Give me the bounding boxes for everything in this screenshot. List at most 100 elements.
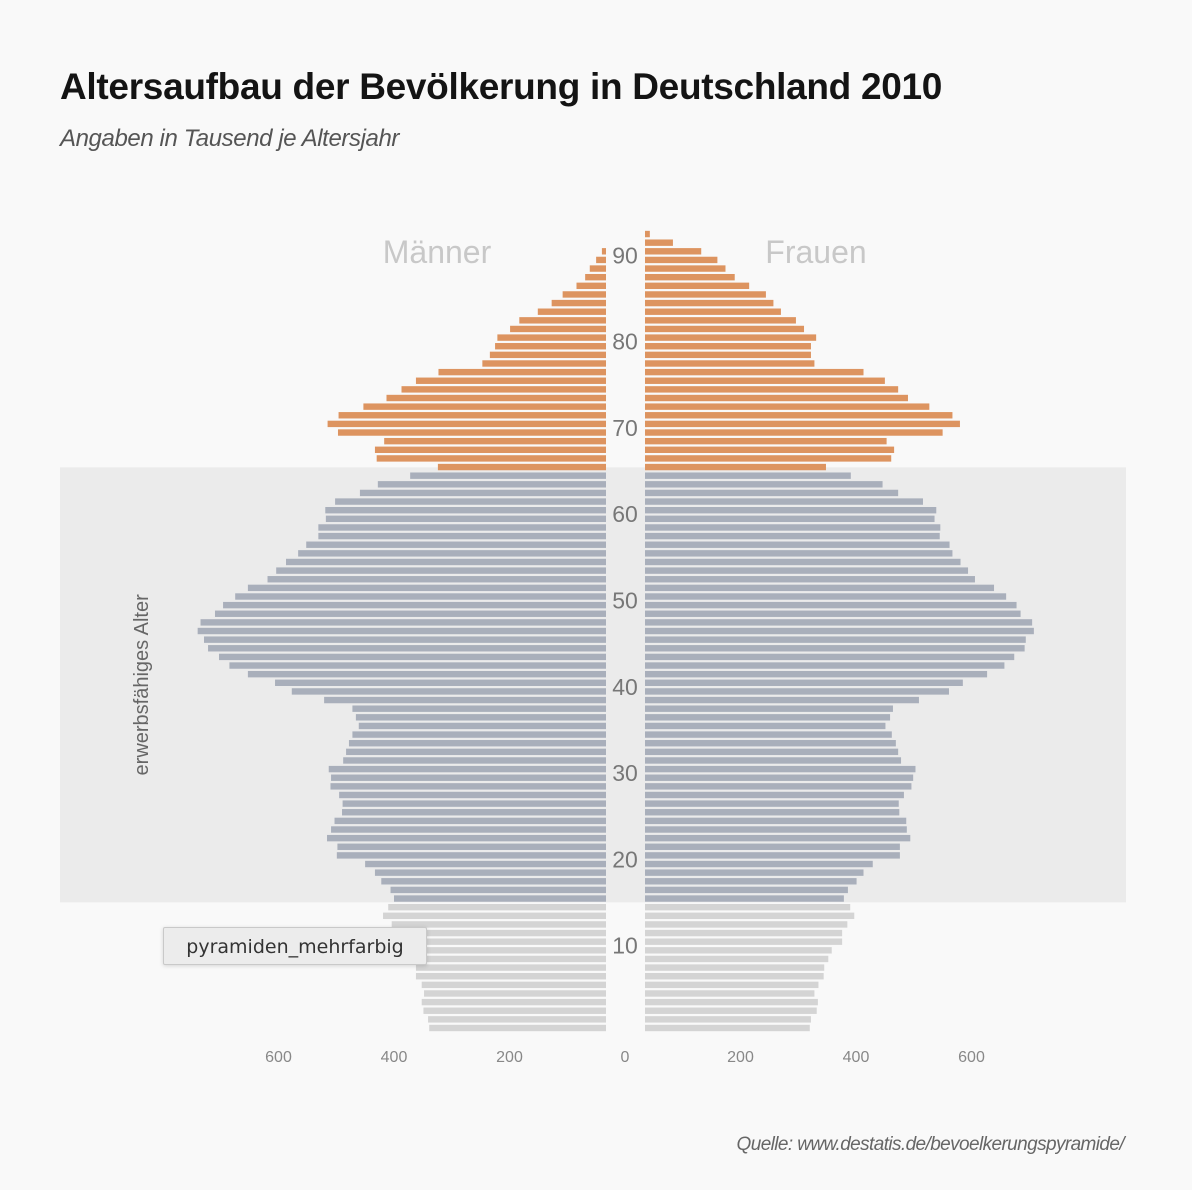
bar-men-age-3: [421, 998, 606, 1006]
bar-men-age-4: [424, 990, 606, 997]
bar-women-age-5: [645, 981, 819, 989]
bar-women-age-77: [645, 360, 815, 367]
bar-women-age-65: [645, 463, 826, 471]
bar-men-age-52: [267, 576, 606, 583]
bar-women-age-40: [645, 679, 963, 686]
age-axis: 10 20 30 40 50 60 70 80 90: [612, 242, 638, 958]
bar-men-age-30: [328, 765, 606, 773]
bar-women-age-49: [645, 601, 1017, 609]
bar-women-age-70: [645, 420, 960, 428]
bar-women-age-68: [645, 437, 887, 445]
bar-women-age-29: [645, 774, 914, 781]
bar-women-age-21: [645, 843, 900, 850]
bar-women-age-89: [645, 256, 718, 264]
bar-men-age-77: [482, 360, 606, 367]
bar-men-age-68: [384, 437, 606, 445]
bar-men-age-48: [214, 610, 606, 617]
bar-men-age-73: [386, 394, 606, 402]
bar-women-age-25: [645, 809, 900, 816]
bar-women-age-47: [645, 619, 1033, 626]
bar-women-age-55: [645, 550, 953, 557]
bar-women-age-3: [645, 998, 818, 1006]
bar-men-age-16: [390, 886, 606, 894]
bar-men-age-54: [286, 558, 606, 566]
bar-women-age-15: [645, 895, 844, 902]
bar-men-age-58: [318, 524, 606, 531]
bar-women-age-30: [645, 765, 916, 773]
bar-women-age-61: [645, 498, 923, 505]
bar-women-age-24: [645, 817, 907, 825]
bar-men-age-39: [291, 688, 606, 695]
age-tick-20: 20: [612, 846, 638, 872]
bar-women-age-69: [645, 429, 943, 436]
bar-men-age-0: [429, 1024, 606, 1032]
bar-men-age-13: [383, 912, 606, 920]
bar-women-age-84: [645, 299, 774, 307]
bar-women-age-10: [645, 938, 843, 945]
bar-men-age-45: [204, 636, 606, 643]
bar-women-age-12: [645, 921, 848, 928]
bar-women-age-18: [645, 869, 864, 876]
bar-men-age-88: [589, 265, 606, 272]
bar-men-age-22: [327, 834, 606, 842]
bar-women-age-1: [645, 1016, 811, 1023]
bar-men-age-53: [276, 567, 606, 574]
bar-men-age-44: [208, 645, 607, 652]
bar-women-age-58: [645, 524, 941, 531]
bar-men-age-75: [415, 377, 606, 384]
bar-men-age-62: [359, 489, 606, 497]
bar-men-age-87: [585, 273, 606, 281]
bar-women-age-19: [645, 860, 873, 868]
bar-women-age-67: [645, 446, 895, 453]
bar-men-age-27: [339, 791, 606, 799]
bar-men-age-80: [497, 334, 606, 341]
bar-women-age-87: [645, 273, 735, 281]
bar-men-age-26: [342, 800, 606, 807]
bar-men-age-6: [415, 973, 606, 980]
bar-men-age-15: [394, 895, 606, 902]
bar-men-age-42: [229, 662, 606, 669]
bar-men-age-78: [489, 351, 606, 359]
age-tick-50: 50: [612, 588, 638, 614]
x-tick-3: 0: [621, 1049, 630, 1066]
bar-men-age-61: [335, 498, 606, 505]
bar-women-age-16: [645, 886, 848, 894]
bar-men-age-2: [423, 1007, 606, 1014]
bar-men-age-70: [327, 420, 606, 428]
bar-men-age-31: [343, 757, 606, 764]
bar-women-age-74: [645, 386, 899, 393]
bar-women-age-7: [645, 964, 825, 971]
bar-men-age-56: [306, 541, 606, 548]
bar-men-age-85: [562, 291, 606, 298]
age-tick-10: 10: [612, 933, 638, 959]
women-label: Frauen: [765, 234, 866, 270]
bar-men-age-83: [537, 308, 606, 315]
bar-men-age-41: [247, 670, 606, 678]
bar-men-age-8: [414, 955, 606, 963]
age-tick-60: 60: [612, 501, 638, 527]
bar-women-age-63: [645, 481, 883, 488]
bar-women-age-37: [645, 705, 893, 712]
x-tick-5: 400: [843, 1049, 870, 1066]
bar-women-age-88: [645, 265, 726, 272]
age-tick-40: 40: [612, 674, 638, 700]
bar-men-age-29: [331, 774, 606, 781]
working-age-label: erwerbsfähiges Alter: [131, 594, 153, 776]
bar-men-age-23: [331, 826, 606, 833]
bar-women-age-9: [645, 947, 832, 954]
bar-men-age-5: [421, 981, 606, 989]
bar-women-age-42: [645, 662, 1005, 669]
bar-women-age-17: [645, 878, 857, 885]
bar-men-age-59: [325, 515, 606, 523]
bar-women-age-79: [645, 343, 811, 350]
bar-men-age-21: [337, 843, 606, 850]
bar-women-age-20: [645, 852, 900, 859]
bar-women-age-11: [645, 929, 843, 937]
bar-women-age-41: [645, 670, 988, 678]
bar-women-age-62: [645, 489, 899, 497]
bar-women-age-34: [645, 731, 892, 738]
bar-women-age-48: [645, 610, 1021, 617]
chart-title: Altersaufbau der Bevölkerung in Deutschl…: [60, 66, 943, 107]
bar-men-age-43: [219, 653, 606, 661]
